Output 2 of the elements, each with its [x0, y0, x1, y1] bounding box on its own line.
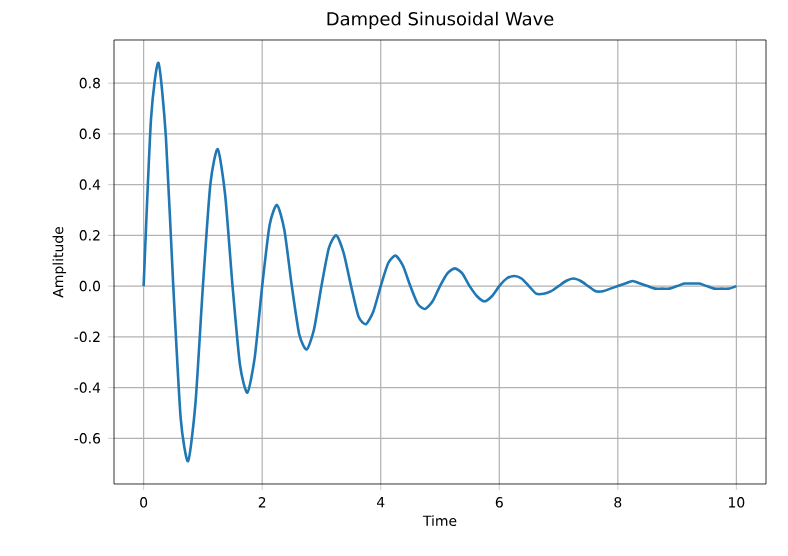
line-series — [142, 61, 738, 463]
chart-title: Damped Sinusoidal Wave — [327, 11, 554, 29]
